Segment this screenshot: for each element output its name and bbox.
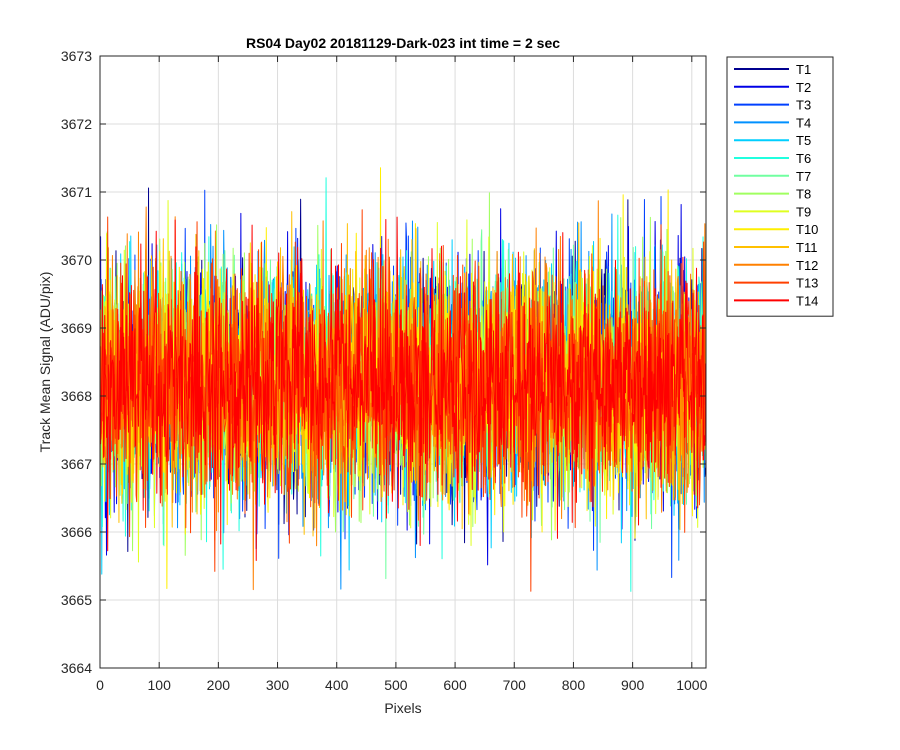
y-tick-label: 3664 — [61, 660, 92, 676]
x-tick-label: 800 — [562, 677, 586, 693]
legend-label: T3 — [796, 98, 811, 113]
x-tick-label: 100 — [148, 677, 172, 693]
y-tick-label: 3672 — [61, 116, 92, 132]
x-tick-label: 300 — [266, 677, 290, 693]
x-tick-label: 400 — [325, 677, 349, 693]
legend-box — [726, 56, 834, 317]
x-axis-label: Pixels — [384, 700, 421, 716]
x-tick-label: 500 — [384, 677, 408, 693]
legend-label: T4 — [796, 115, 811, 130]
legend-label: T1 — [796, 62, 811, 77]
y-tick-label: 3668 — [61, 388, 92, 404]
y-tick-label: 3665 — [61, 592, 92, 608]
x-tick-label: 600 — [443, 677, 467, 693]
y-tick-label: 3671 — [61, 184, 92, 200]
legend-label: T9 — [796, 204, 811, 219]
legend-label: T7 — [796, 169, 811, 184]
x-tick-label: 900 — [621, 677, 645, 693]
axes: 0 100 200 300 400 500 600 700 800 900 1000 3664 3665… — [61, 48, 708, 693]
y-axis-label: Track Mean Signal (ADU/pix) — [37, 272, 53, 453]
plot-frame — [99, 55, 707, 669]
y-tick-label: 3670 — [61, 252, 92, 268]
x-tick-label: 700 — [503, 677, 527, 693]
legend-label: T8 — [796, 187, 811, 202]
y-tick-label: 3666 — [61, 524, 92, 540]
legend: T1 T2 T3 T4 T5 T6 T7 T8 T9 T10 T11 T12 T13 T14 — [726, 56, 834, 317]
legend-label: T2 — [796, 80, 811, 95]
legend-label: T14 — [796, 293, 818, 308]
y-tick-label: 3673 — [61, 48, 92, 64]
x-tick-label: 1000 — [676, 677, 707, 693]
legend-label: T10 — [796, 222, 818, 237]
y-tick-label: 3669 — [61, 320, 92, 336]
series-lines — [99, 167, 706, 592]
legend-label: T12 — [796, 258, 818, 273]
y-tick-label: 3667 — [61, 456, 92, 472]
chart-title: RS04 Day02 20181129-Dark-023 int time = … — [246, 35, 560, 51]
x-tick-label: 200 — [207, 677, 231, 693]
legend-label: T13 — [796, 276, 818, 291]
legend-label: T5 — [796, 133, 811, 148]
x-tick-label: 0 — [96, 677, 104, 693]
legend-label: T11 — [796, 240, 817, 255]
legend-label: T6 — [796, 151, 811, 166]
series-line-t14 — [99, 216, 706, 562]
